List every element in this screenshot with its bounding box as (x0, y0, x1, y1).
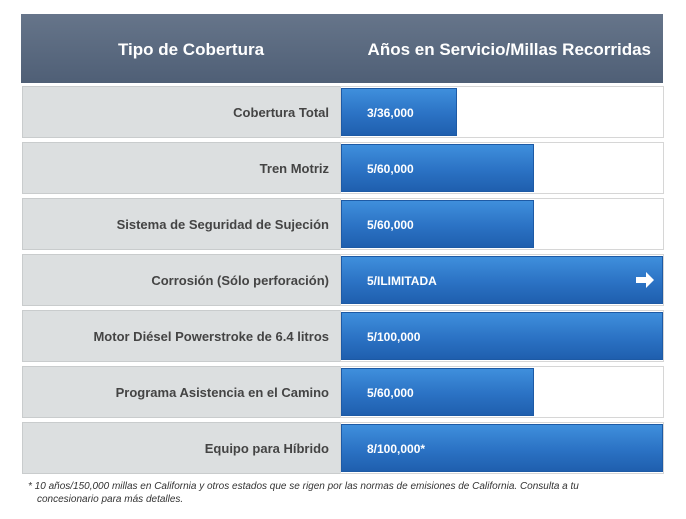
footnote: * 10 años/150,000 millas en California y… (28, 480, 668, 506)
category-label: Corrosión (Sólo perforación) (151, 273, 329, 288)
category-label: Motor Diésel Powerstroke de 6.4 litros (93, 329, 329, 344)
chart-row: Motor Diésel Powerstroke de 6.4 litros 5/… (21, 310, 664, 362)
category-label: Cobertura Total (233, 105, 329, 120)
chart-row: Corrosión (Sólo perforación) 5/ILIMITADA (21, 254, 664, 306)
chart-row: Cobertura Total 3/36,000 (21, 86, 664, 138)
bar (341, 144, 534, 192)
bar (341, 368, 534, 416)
category-label: Equipo para Híbrido (204, 441, 329, 456)
bar-track: 5/60,000 (340, 142, 664, 194)
category-cell: Motor Diésel Powerstroke de 6.4 litros (22, 310, 341, 362)
bar (341, 88, 457, 136)
category-label: Tren Motriz (259, 161, 329, 176)
header-years-miles: Años en Servicio/Millas Recorridas (367, 40, 651, 59)
category-cell: Tren Motriz (22, 142, 341, 194)
bar (341, 312, 663, 360)
data-label: 5/60,000 (367, 386, 414, 400)
category-cell: Sistema de Seguridad de Sujeción (22, 198, 341, 250)
category-label: Programa Asistencia en el Camino (115, 385, 329, 400)
bar-track: 3/36,000 (340, 86, 664, 138)
arrow-right-icon (636, 272, 654, 288)
footnote-line-1: * 10 años/150,000 millas en California y… (28, 481, 579, 492)
bar-track: 5/ILIMITADA (340, 254, 664, 306)
bar-track: 5/100,000 (340, 310, 664, 362)
chart-row: Programa Asistencia en el Camino 5/60,000 (21, 366, 664, 418)
header-coverage-type: Tipo de Cobertura (117, 40, 265, 59)
category-cell: Programa Asistencia en el Camino (22, 366, 341, 418)
bar (341, 256, 663, 304)
category-cell: Corrosión (Sólo perforación) (22, 254, 341, 306)
bar (341, 200, 534, 248)
chart-row: Sistema de Seguridad de Sujeción 5/60,000 (21, 198, 664, 250)
chart-row: Equipo para Híbrido 8/100,000* (21, 422, 664, 474)
bar-track: 5/60,000 (340, 198, 664, 250)
data-label: 5/ILIMITADA (367, 274, 437, 288)
data-label: 5/100,000 (367, 330, 421, 344)
chart-row: Tren Motriz 5/60,000 (21, 142, 664, 194)
category-cell: Cobertura Total (22, 86, 341, 138)
category-cell: Equipo para Híbrido (22, 422, 341, 474)
data-label: 3/36,000 (367, 106, 414, 120)
bar-track: 5/60,000 (340, 366, 664, 418)
bar (341, 424, 663, 472)
footnote-line-2: concesionario para más detalles. (37, 494, 184, 505)
bar-track: 8/100,000* (340, 422, 664, 474)
table-header: Tipo de Cobertura Años en Servicio/Milla… (21, 14, 663, 83)
data-label: 8/100,000* (367, 442, 426, 456)
data-label: 5/60,000 (367, 218, 414, 232)
data-label: 5/60,000 (367, 162, 414, 176)
category-label: Sistema de Seguridad de Sujeción (116, 217, 329, 232)
